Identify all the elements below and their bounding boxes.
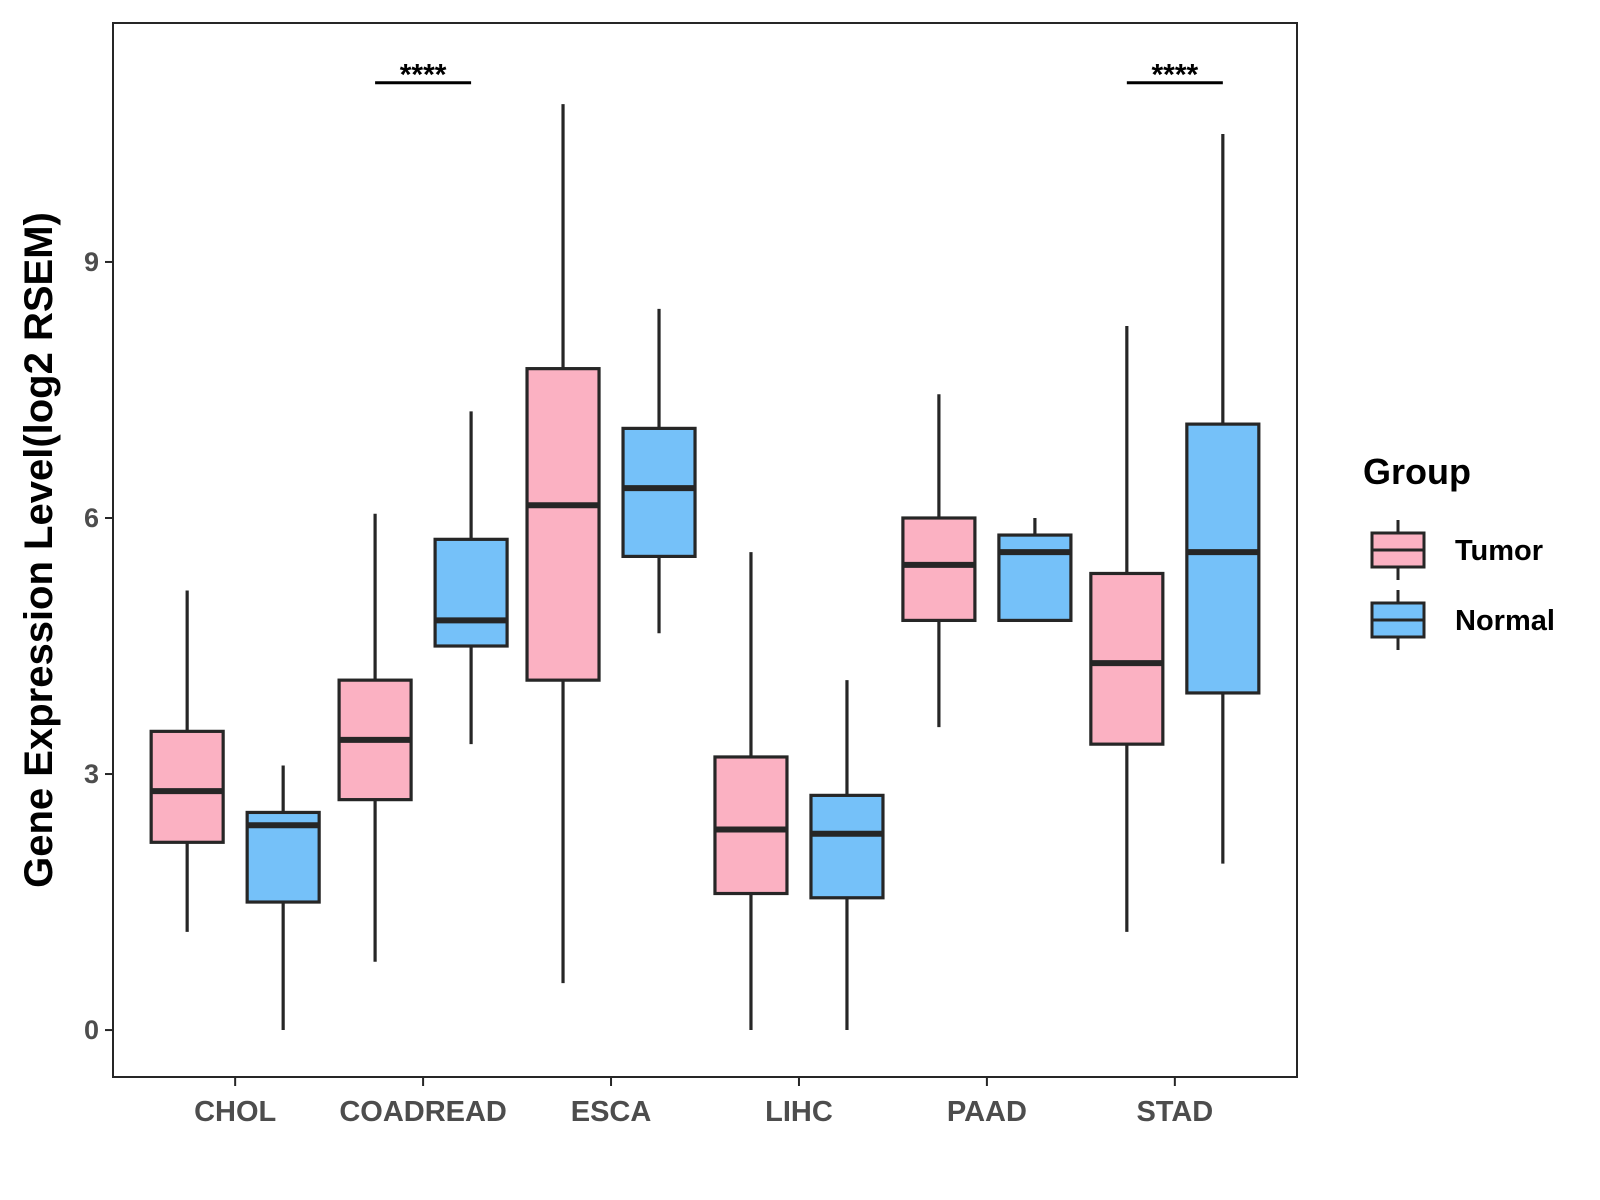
- iqr-box: [713, 755, 789, 896]
- box-normal-lihc: [809, 680, 885, 1031]
- significance-label: ****: [1151, 59, 1198, 92]
- legend-item-normal: Normal: [1370, 590, 1555, 650]
- y-axis-title: Gene Expression Level(log2 RSEM): [17, 212, 61, 888]
- y-tick-label: 9: [84, 247, 99, 277]
- legend-label-tumor: Tumor: [1455, 535, 1543, 567]
- iqr-box: [433, 537, 509, 648]
- panel-border: [112, 22, 1298, 1078]
- legend-title: Group: [1363, 451, 1471, 492]
- x-tick-label-paad: PAAD: [947, 1096, 1027, 1128]
- iqr-box: [525, 367, 601, 682]
- iqr-box: [1089, 571, 1165, 746]
- y-axis: 0 3 6 9: [84, 247, 113, 1045]
- box-normal-coadread: [433, 411, 509, 745]
- significance-annotations: **** ****: [375, 59, 1223, 92]
- y-tick-label: 6: [84, 503, 99, 533]
- box-tumor-coadread: [337, 513, 413, 962]
- x-tick-label-esca: ESCA: [571, 1096, 652, 1128]
- x-axis: CHOL COADREAD ESCA LIHC PAAD STAD: [194, 1077, 1213, 1128]
- x-tick-label-chol: CHOL: [194, 1096, 276, 1128]
- iqr-box: [901, 516, 977, 623]
- legend: Group Tumor Normal: [1363, 451, 1555, 650]
- box-tumor-esca: [525, 104, 601, 984]
- box-normal-chol: [245, 765, 321, 1031]
- legend-label-normal: Normal: [1455, 605, 1555, 637]
- y-tick-label: 0: [84, 1015, 99, 1045]
- iqr-box: [149, 729, 225, 844]
- iqr-box: [621, 426, 697, 559]
- x-tick-label-lihc: LIHC: [765, 1096, 833, 1128]
- x-tick-label-coadread: COADREAD: [339, 1096, 507, 1128]
- legend-items: Tumor Normal: [1370, 520, 1555, 650]
- significance-label: ****: [400, 59, 447, 92]
- box-tumor-lihc: [713, 552, 789, 1031]
- box-normal-paad: [997, 517, 1073, 623]
- box-tumor-paad: [901, 394, 977, 728]
- box-normal-stad: [1185, 133, 1261, 864]
- iqr-box: [1185, 422, 1261, 695]
- boxes-layer: [149, 104, 1261, 1031]
- iqr-box: [997, 533, 1073, 623]
- plot-area: **** ****: [112, 22, 1298, 1078]
- y-tick-label: 3: [84, 759, 99, 789]
- x-tick-label-stad: STAD: [1136, 1096, 1213, 1128]
- legend-item-tumor: Tumor: [1370, 520, 1543, 580]
- box-tumor-chol: [149, 590, 225, 932]
- iqr-box: [809, 793, 885, 900]
- box-tumor-stad: [1089, 325, 1165, 932]
- box-normal-esca: [621, 308, 697, 634]
